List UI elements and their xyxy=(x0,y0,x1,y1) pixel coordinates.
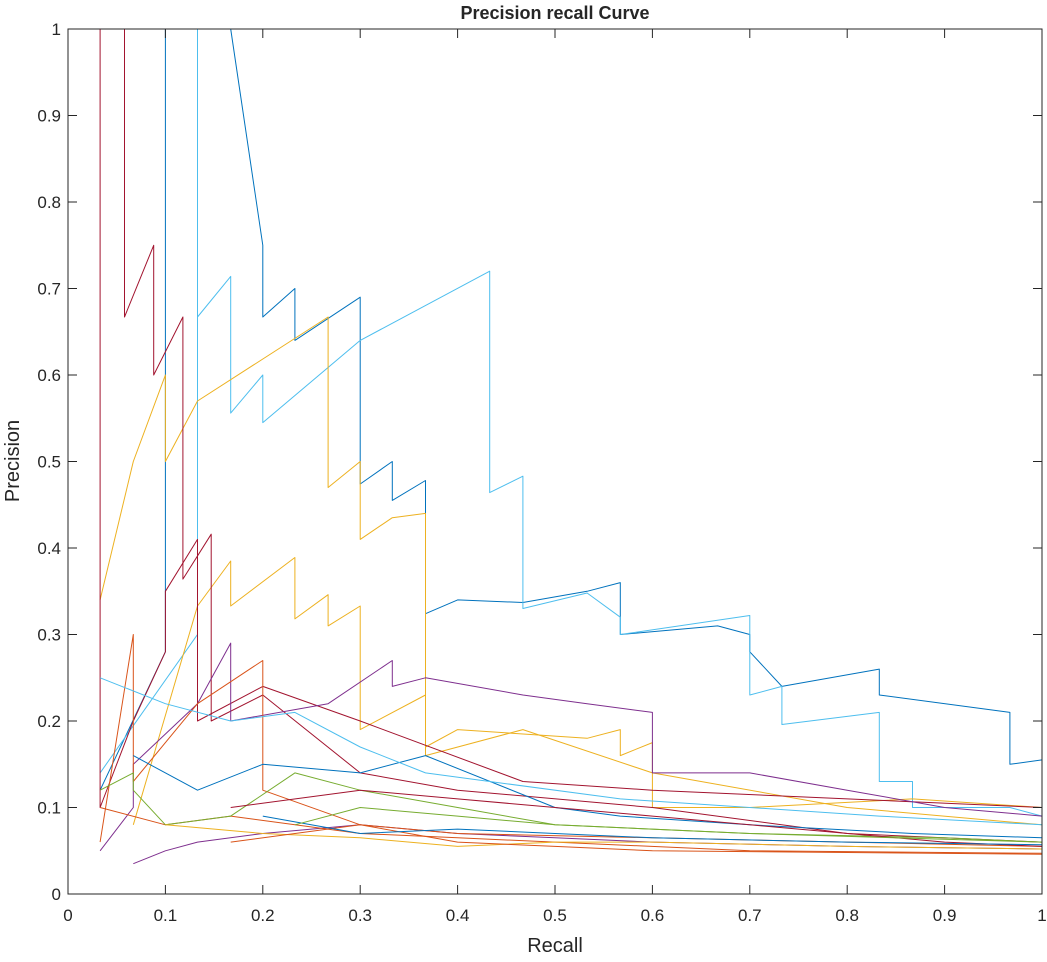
y-tick-label: 0.1 xyxy=(37,799,61,818)
series-line-17 xyxy=(262,815,1043,846)
tick-layer: 0 0.1 0.2 0.3 0.4 0.5 0.6 0.7 0.8 0.9 1 0 0.1 0.2 0.3 0… xyxy=(37,20,1046,925)
x-tick-label: 0.4 xyxy=(446,906,470,925)
y-tick-label: 0.6 xyxy=(37,366,61,385)
x-tick-label: 0.1 xyxy=(154,906,178,925)
x-tick-label: 0.9 xyxy=(933,906,957,925)
series-line-7 xyxy=(99,642,1043,852)
series-layer xyxy=(99,28,1043,865)
y-tick-label: 0.2 xyxy=(37,712,61,731)
series-line-6 xyxy=(124,29,1043,843)
series-line-15 xyxy=(230,789,1043,847)
y-tick-label: 0.5 xyxy=(37,453,61,472)
x-tick-label: 0.6 xyxy=(641,906,665,925)
plot-area-background xyxy=(68,29,1042,894)
chart-title: Precision recall Curve xyxy=(460,3,649,23)
y-tick-label: 1 xyxy=(52,20,61,39)
y-tick-label: 0.4 xyxy=(37,539,61,558)
x-tick-label: 0.2 xyxy=(251,906,275,925)
y-tick-label: 0.9 xyxy=(37,107,61,126)
series-line-16 xyxy=(230,824,1043,855)
series-line-18 xyxy=(294,807,1043,843)
series-line-4 xyxy=(132,557,1043,826)
x-axis-label: Recall xyxy=(527,935,583,957)
y-tick-label: 0.3 xyxy=(37,626,61,645)
series-line-3 xyxy=(99,316,1043,808)
series-line-2 xyxy=(99,28,1043,817)
y-axis-label: Precision xyxy=(2,420,24,502)
x-tick-label: 0.5 xyxy=(543,906,567,925)
series-line-1 xyxy=(99,28,1043,817)
y-tick-label: 0.7 xyxy=(37,280,61,299)
y-tick-label: 0 xyxy=(52,885,61,904)
x-tick-label: 0.7 xyxy=(738,906,762,925)
series-line-13 xyxy=(99,677,1043,826)
y-tick-label: 0.8 xyxy=(37,193,61,212)
x-tick-label: 0.8 xyxy=(835,906,859,925)
x-tick-label: 1 xyxy=(1037,906,1046,925)
series-line-5 xyxy=(99,28,1043,808)
x-tick-label: 0.3 xyxy=(348,906,372,925)
x-tick-label: 0 xyxy=(63,906,72,925)
